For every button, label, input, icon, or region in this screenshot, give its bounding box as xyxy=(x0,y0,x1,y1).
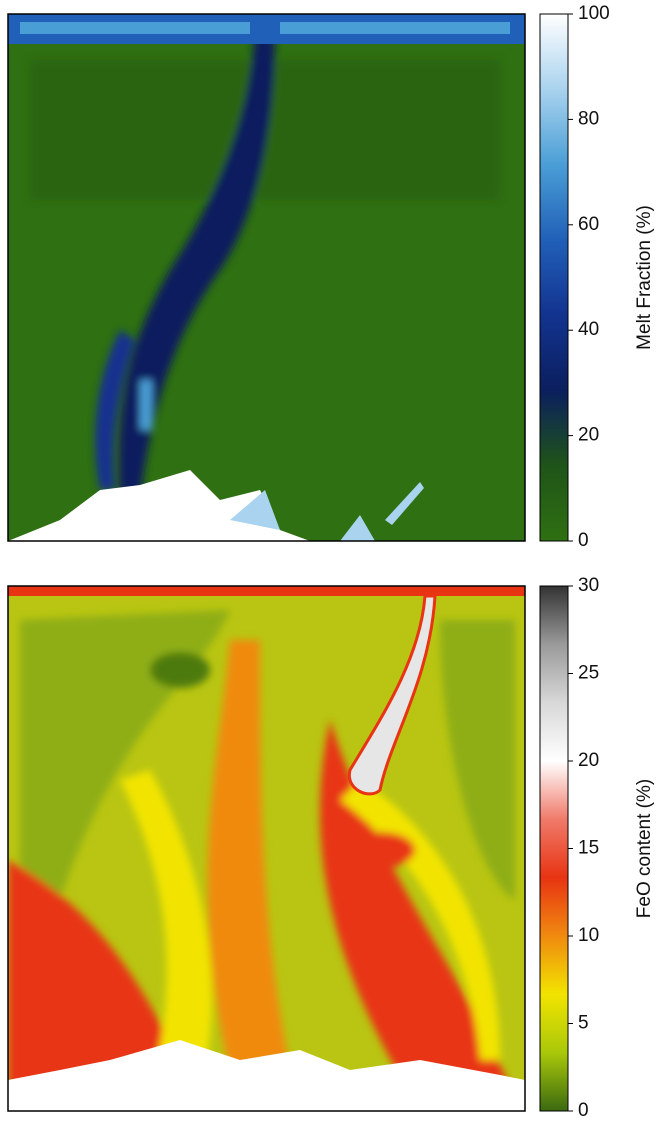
colorbar-tick-label: 80 xyxy=(578,108,599,129)
colorbar-tick-label: 60 xyxy=(578,214,599,235)
melt-field xyxy=(8,14,525,541)
colorbar-tick-label: 100 xyxy=(578,3,610,24)
colorbar-label: Melt Fraction (%) xyxy=(634,205,655,350)
colorbar xyxy=(539,13,569,542)
panel-frame xyxy=(7,585,526,1112)
colorbar-tick-label: 0 xyxy=(578,1100,589,1119)
colorbar-tick-label: 20 xyxy=(578,425,599,446)
colorbar xyxy=(539,585,569,1112)
colorbar-tick-label: 20 xyxy=(578,750,599,771)
colorbar-tick-label: 0 xyxy=(578,530,589,551)
colorbar-tick-label: 25 xyxy=(578,663,599,684)
colorbar-label: FeO content (%) xyxy=(634,779,655,918)
colorbar-tick-label: 15 xyxy=(578,838,599,859)
feo-field xyxy=(8,586,525,1111)
colorbar-tick-label: 5 xyxy=(578,1013,589,1034)
colorbar-tick-label: 40 xyxy=(578,319,599,340)
colorbar-tick-label: 10 xyxy=(578,925,599,946)
colorbar-tick-label: 30 xyxy=(578,575,599,596)
panel-frame xyxy=(7,13,526,542)
